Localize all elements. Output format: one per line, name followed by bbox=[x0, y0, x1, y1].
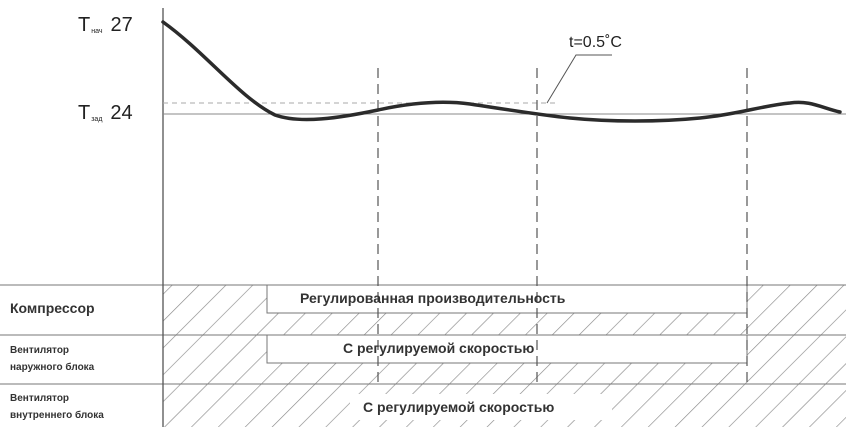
compressor-bar-text: Регулированная производительность bbox=[300, 290, 566, 306]
indoor-fan-label: Вентилятор внутреннего блока bbox=[10, 390, 104, 424]
compressor-label: Компрессор bbox=[10, 300, 95, 316]
delta-label: t=0.5˚C bbox=[569, 34, 622, 51]
indoor-fan-label-line1: Вентилятор bbox=[10, 393, 70, 404]
start-temp-label: Tнач 27 bbox=[78, 14, 133, 37]
outdoor-fan-label: Вентилятор наружного блока bbox=[10, 342, 94, 376]
set-temp-label: Tзад 24 bbox=[78, 102, 133, 125]
compressor-hatch-area bbox=[163, 285, 267, 335]
start-temp-value: 27 bbox=[110, 14, 133, 36]
set-temp-value: 24 bbox=[110, 102, 133, 124]
compressor-bar-right-hatch bbox=[747, 285, 846, 335]
outdoor-fan-bar-text: С регулируемой скоростью bbox=[343, 340, 535, 356]
outdoor-fan-label-line1: Вентилятор bbox=[10, 345, 70, 356]
outdoor-fan-hatch-area bbox=[163, 335, 267, 384]
compressor-bar bbox=[266, 284, 748, 314]
outdoor-fan-bar-right-hatch bbox=[747, 335, 846, 384]
set-temp-sub: зад bbox=[91, 116, 103, 123]
compressor-bar-bottom-hatch bbox=[267, 313, 747, 335]
start-temp-sub: нач bbox=[91, 28, 103, 35]
outdoor-fan-bar-bottom-hatch bbox=[267, 363, 747, 384]
indoor-fan-bar-text: С регулируемой скоростью bbox=[363, 399, 555, 415]
outdoor-fan-label-line2: наружного блока bbox=[10, 362, 95, 373]
delta-leader-line bbox=[546, 54, 612, 104]
start-temp-prefix: T bbox=[78, 14, 91, 36]
temperature-curve bbox=[161, 20, 842, 123]
indoor-fan-text-bg bbox=[350, 394, 612, 420]
indoor-fan-label-line2: внутреннего блока bbox=[10, 410, 104, 421]
set-temp-prefix: T bbox=[78, 102, 91, 124]
